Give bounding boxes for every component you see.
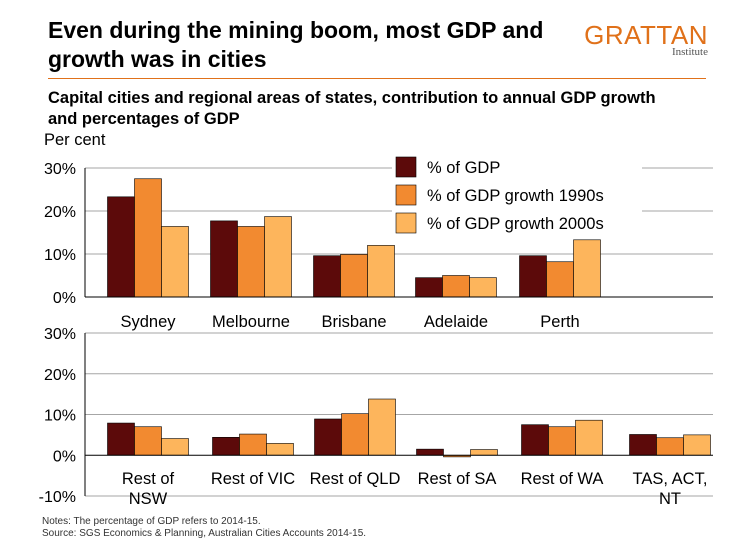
y-tick-label: 20% bbox=[44, 367, 76, 384]
bar-gdp bbox=[629, 434, 657, 456]
legend-label: % of GDP growth 1990s bbox=[427, 187, 604, 205]
bar-growth-2000s bbox=[367, 245, 395, 298]
unit-label: Per cent bbox=[44, 131, 106, 149]
bar-growth-1990s bbox=[134, 426, 162, 456]
grattan-logo: GRATTAN Institute bbox=[584, 22, 708, 58]
bar-gdp bbox=[415, 277, 443, 298]
bar-gdp bbox=[107, 196, 135, 298]
x-category-label: Brisbane bbox=[321, 313, 386, 331]
bar-gdp bbox=[521, 424, 549, 456]
legend-label: % of GDP growth 2000s bbox=[427, 215, 604, 233]
chart-title: Even during the mining boom, most GDP an… bbox=[48, 17, 544, 72]
y-tick-label: 10% bbox=[44, 408, 76, 425]
bar-growth-2000s bbox=[266, 443, 294, 456]
y-tick-label: 0% bbox=[53, 448, 76, 465]
bar-growth-1990s bbox=[546, 261, 574, 298]
source-text: Source: SGS Economics & Planning, Austra… bbox=[42, 528, 367, 539]
chart-subtitle: Capital cities and regional areas of sta… bbox=[48, 89, 656, 128]
bar-growth-2000s bbox=[573, 239, 601, 298]
bar-growth-1990s bbox=[442, 275, 470, 298]
bar-growth-1990s bbox=[548, 426, 576, 456]
bar-growth-2000s bbox=[264, 216, 292, 298]
x-category-label: Rest of QLD bbox=[310, 470, 401, 488]
legend-swatch bbox=[395, 212, 417, 234]
legend-background bbox=[392, 153, 642, 239]
y-tick-label: 30% bbox=[44, 161, 76, 178]
bar-gdp bbox=[314, 418, 342, 456]
y-tick-label: 0% bbox=[53, 290, 76, 307]
bar-growth-2000s bbox=[575, 419, 603, 456]
bar-growth-2000s bbox=[161, 226, 189, 298]
x-category-label: Rest of VIC bbox=[211, 470, 295, 488]
y-tick-label: 10% bbox=[44, 247, 76, 264]
bar-growth-2000s bbox=[161, 438, 189, 456]
bar-gdp bbox=[210, 220, 238, 298]
bar-growth-2000s bbox=[470, 449, 498, 456]
legend-swatch bbox=[395, 156, 417, 178]
bar-growth-1990s bbox=[656, 437, 684, 456]
x-category-label: Melbourne bbox=[212, 313, 290, 331]
legend-label: % of GDP bbox=[427, 159, 500, 177]
notes-text: Notes: The percentage of GDP refers to 2… bbox=[42, 516, 261, 527]
x-category-label: Adelaide bbox=[424, 313, 488, 331]
y-tick-label: 30% bbox=[44, 326, 76, 343]
bar-gdp bbox=[107, 422, 135, 456]
x-category-label: Rest of SA bbox=[418, 470, 497, 488]
logo-sub-text: Institute bbox=[671, 46, 708, 58]
x-category-label: Perth bbox=[540, 313, 579, 331]
logo-main-text: GRATTAN bbox=[584, 20, 708, 50]
y-tick-label: -10% bbox=[39, 489, 76, 506]
bar-growth-1990s bbox=[341, 413, 369, 456]
x-category-label: Rest of NSW bbox=[122, 470, 175, 508]
y-tick-label: 20% bbox=[44, 204, 76, 221]
bar-gdp bbox=[519, 255, 547, 298]
title-rule bbox=[48, 78, 706, 79]
bar-gdp bbox=[313, 255, 341, 298]
bar-growth-2000s bbox=[368, 398, 396, 456]
bar-growth-2000s bbox=[683, 434, 711, 456]
x-category-label: Rest of WA bbox=[521, 470, 604, 488]
x-category-label: Sydney bbox=[120, 313, 176, 331]
x-category-label: TAS, ACT, NT bbox=[633, 470, 708, 508]
bar-growth-1990s bbox=[239, 433, 267, 456]
legend-swatch bbox=[395, 184, 417, 206]
bar-gdp bbox=[212, 437, 240, 456]
chart-notes: Notes: The percentage of GDP refers to 2… bbox=[42, 516, 366, 540]
bar-growth-1990s bbox=[237, 226, 265, 298]
bar-growth-1990s bbox=[340, 254, 368, 298]
bar-growth-2000s bbox=[469, 277, 497, 298]
bar-growth-1990s bbox=[134, 178, 162, 298]
bar-gdp bbox=[416, 448, 444, 456]
